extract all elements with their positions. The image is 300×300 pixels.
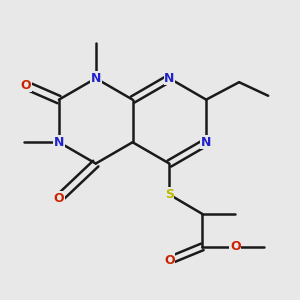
Text: N: N <box>201 136 211 149</box>
Text: O: O <box>230 240 241 254</box>
Text: S: S <box>165 188 174 201</box>
Text: O: O <box>164 254 175 267</box>
Text: N: N <box>164 72 175 85</box>
Text: O: O <box>54 192 64 205</box>
Text: N: N <box>91 72 101 85</box>
Text: O: O <box>21 79 31 92</box>
Text: N: N <box>54 136 64 149</box>
